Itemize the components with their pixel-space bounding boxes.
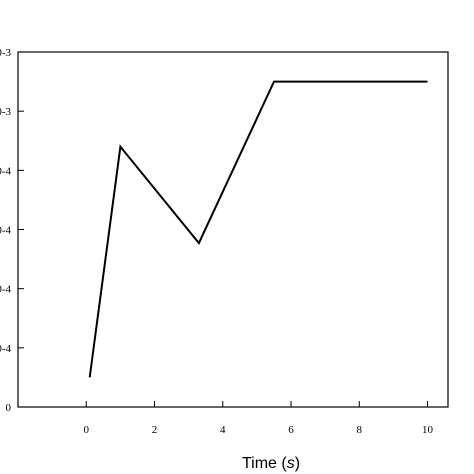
x-axis-label: Time (s) [242, 455, 300, 472]
plot-frame [17, 51, 449, 408]
x-tick-label: 0 [84, 424, 90, 436]
x-tick-label: 4 [220, 424, 226, 436]
series-line [88, 80, 428, 378]
x-axis-ticks: 0 2 4 6 8 10 [84, 401, 434, 436]
x-tick-label: 2 [152, 424, 158, 436]
x-axis-label-unit: s [287, 455, 295, 472]
y-tick-label: 0-4 [0, 284, 11, 296]
y-tick-label: 0 [6, 402, 12, 414]
y-tick-label: 0-4 [0, 343, 11, 355]
x-tick-label: 6 [288, 424, 294, 436]
y-tick-label: 0-3 [0, 47, 11, 59]
y-tick-label: 0-4 [0, 165, 11, 177]
x-axis-label-suffix: ) [295, 455, 300, 472]
x-tick-label: 8 [357, 424, 363, 436]
y-axis-ticks: 0 0-4 0-4 0-4 0-4 0-3 0-3 [0, 47, 24, 414]
x-axis-label-prefix: Time ( [242, 455, 287, 472]
y-tick-label: 0-4 [0, 225, 11, 237]
x-tick-label: 10 [422, 424, 434, 436]
y-tick-label: 0-3 [0, 106, 11, 118]
